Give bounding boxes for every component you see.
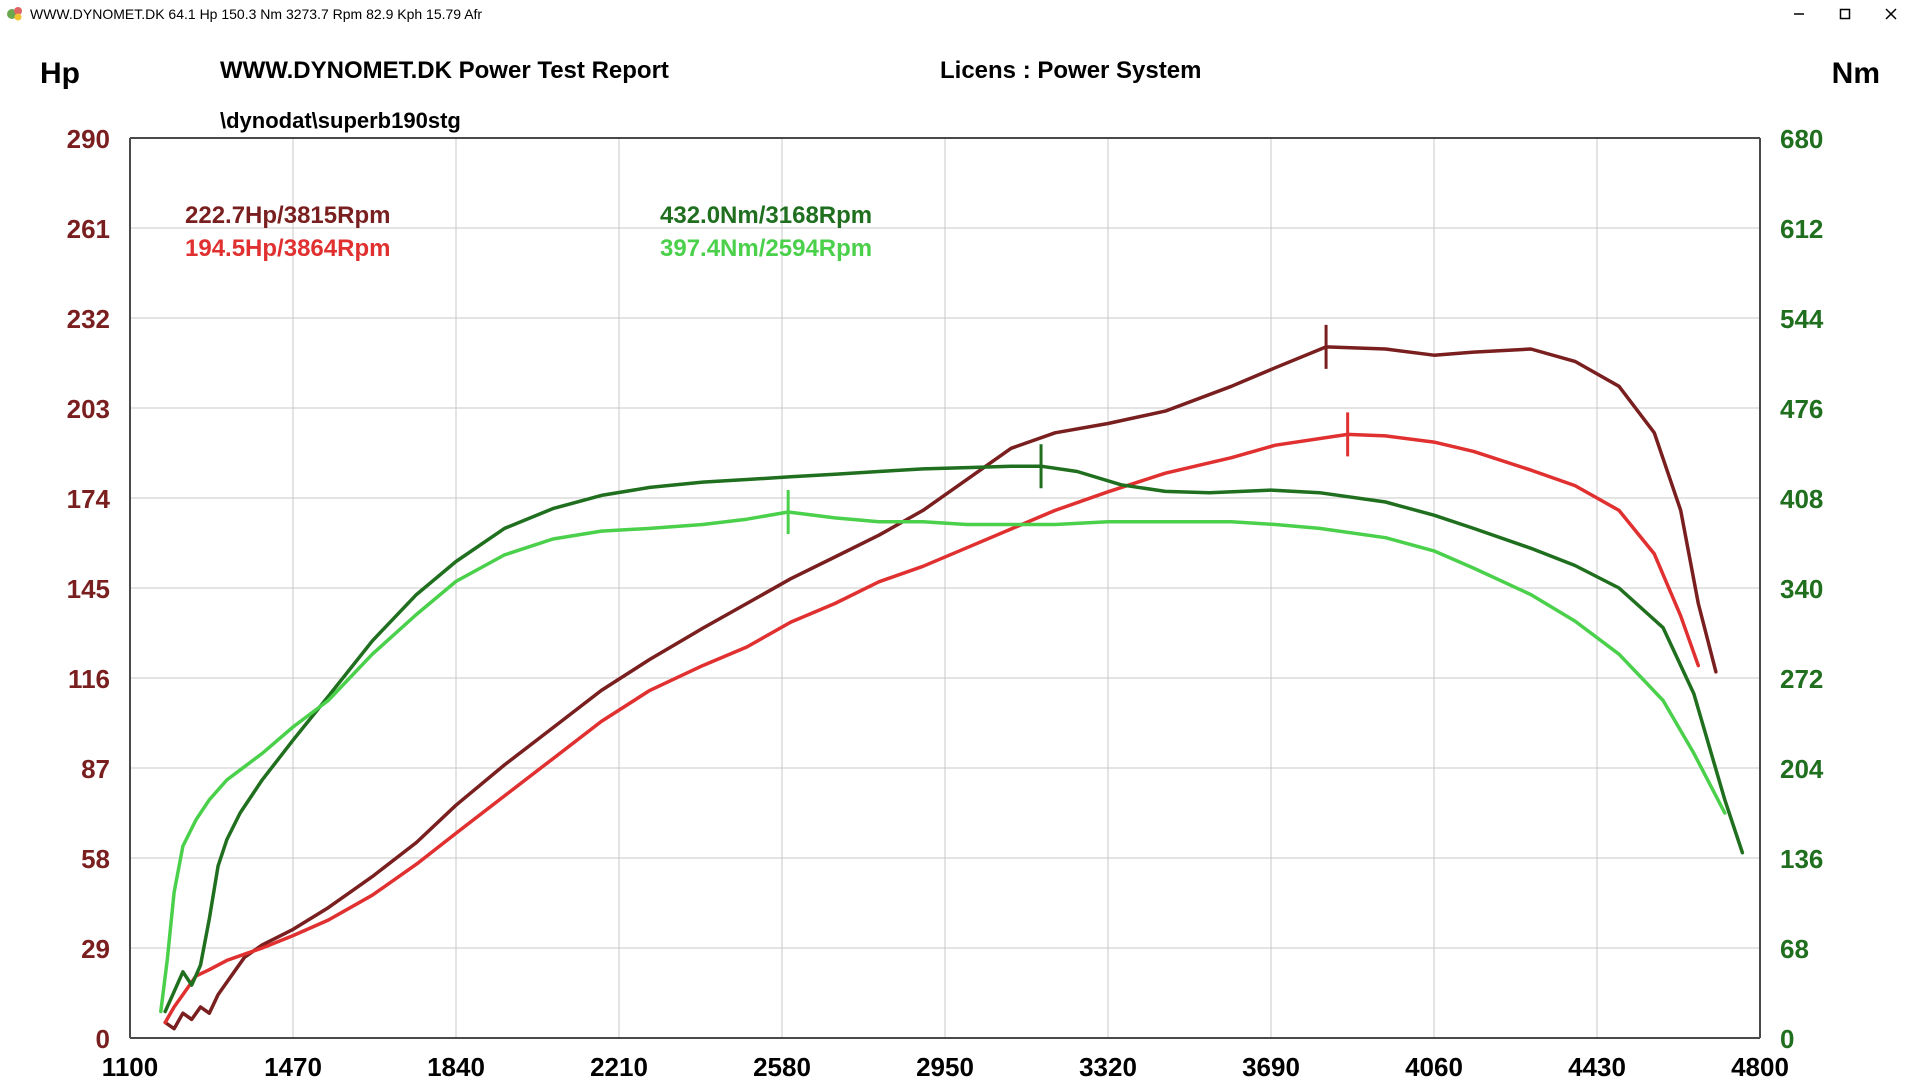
- x-tick-label: 4800: [1731, 1052, 1789, 1080]
- x-tick-label: 2210: [590, 1052, 648, 1080]
- close-button[interactable]: [1868, 0, 1914, 28]
- right-tick-label: 680: [1780, 124, 1823, 154]
- x-tick-label: 4430: [1568, 1052, 1626, 1080]
- dyno-chart: WWW.DYNOMET.DK Power Test Report Licens :…: [0, 28, 1920, 1080]
- right-axis-title: Nm: [1832, 57, 1880, 90]
- left-axis-title: Hp: [40, 57, 80, 90]
- file-path: \dynodat\superb190stg: [220, 108, 461, 133]
- x-tick-label: 2580: [753, 1052, 811, 1080]
- right-tick-label: 544: [1780, 304, 1824, 334]
- right-tick-label: 0: [1780, 1024, 1794, 1054]
- series-nm_run2_darkgreen: [165, 466, 1742, 1011]
- right-tick-label: 272: [1780, 664, 1823, 694]
- peak-nm-lightgreen: 397.4Nm/2594Rpm: [660, 235, 872, 262]
- left-tick-label: 29: [81, 934, 110, 964]
- left-tick-label: 203: [67, 394, 110, 424]
- peak-hp-darkred: 222.7Hp/3815Rpm: [185, 202, 390, 229]
- left-tick-label: 290: [67, 124, 110, 154]
- peak-nm-darkgreen: 432.0Nm/3168Rpm: [660, 202, 872, 229]
- x-tick-label: 4060: [1405, 1052, 1463, 1080]
- right-tick-label: 408: [1780, 484, 1823, 514]
- left-tick-label: 116: [68, 664, 110, 694]
- x-tick-label: 1100: [102, 1052, 158, 1080]
- right-tick-label: 68: [1780, 934, 1809, 964]
- left-tick-label: 261: [67, 214, 110, 244]
- left-tick-label: 0: [96, 1024, 110, 1054]
- maximize-button[interactable]: [1822, 0, 1868, 28]
- x-tick-label: 1840: [427, 1052, 485, 1080]
- minimize-icon: [1793, 8, 1805, 20]
- right-tick-label: 612: [1780, 214, 1823, 244]
- close-icon: [1885, 8, 1897, 20]
- report-title: WWW.DYNOMET.DK Power Test Report: [220, 57, 669, 84]
- x-tick-label: 3320: [1079, 1052, 1137, 1080]
- left-tick-label: 58: [81, 844, 110, 874]
- left-tick-label: 174: [67, 484, 111, 514]
- right-tick-label: 340: [1780, 574, 1823, 604]
- series-hp_run2_darkred: [165, 347, 1716, 1029]
- x-tick-label: 3690: [1242, 1052, 1300, 1080]
- app-icon: [6, 5, 24, 23]
- minimize-button[interactable]: [1776, 0, 1822, 28]
- x-tick-label: 2950: [916, 1052, 974, 1080]
- x-tick-label: 1470: [264, 1052, 322, 1080]
- series-nm_run1_lightgreen: [161, 512, 1725, 1012]
- license-text: Licens : Power System: [940, 57, 1201, 84]
- left-tick-label: 232: [67, 304, 110, 334]
- window-titlebar: WWW.DYNOMET.DK 64.1 Hp 150.3 Nm 3273.7 R…: [0, 0, 1920, 28]
- right-tick-label: 136: [1780, 844, 1823, 874]
- right-tick-label: 204: [1780, 754, 1824, 784]
- left-tick-label: 87: [81, 754, 110, 784]
- maximize-icon: [1839, 8, 1851, 20]
- left-tick-label: 145: [67, 574, 110, 604]
- window-title: WWW.DYNOMET.DK 64.1 Hp 150.3 Nm 3273.7 R…: [30, 6, 482, 22]
- right-tick-label: 476: [1780, 394, 1823, 424]
- peak-hp-red: 194.5Hp/3864Rpm: [185, 235, 390, 262]
